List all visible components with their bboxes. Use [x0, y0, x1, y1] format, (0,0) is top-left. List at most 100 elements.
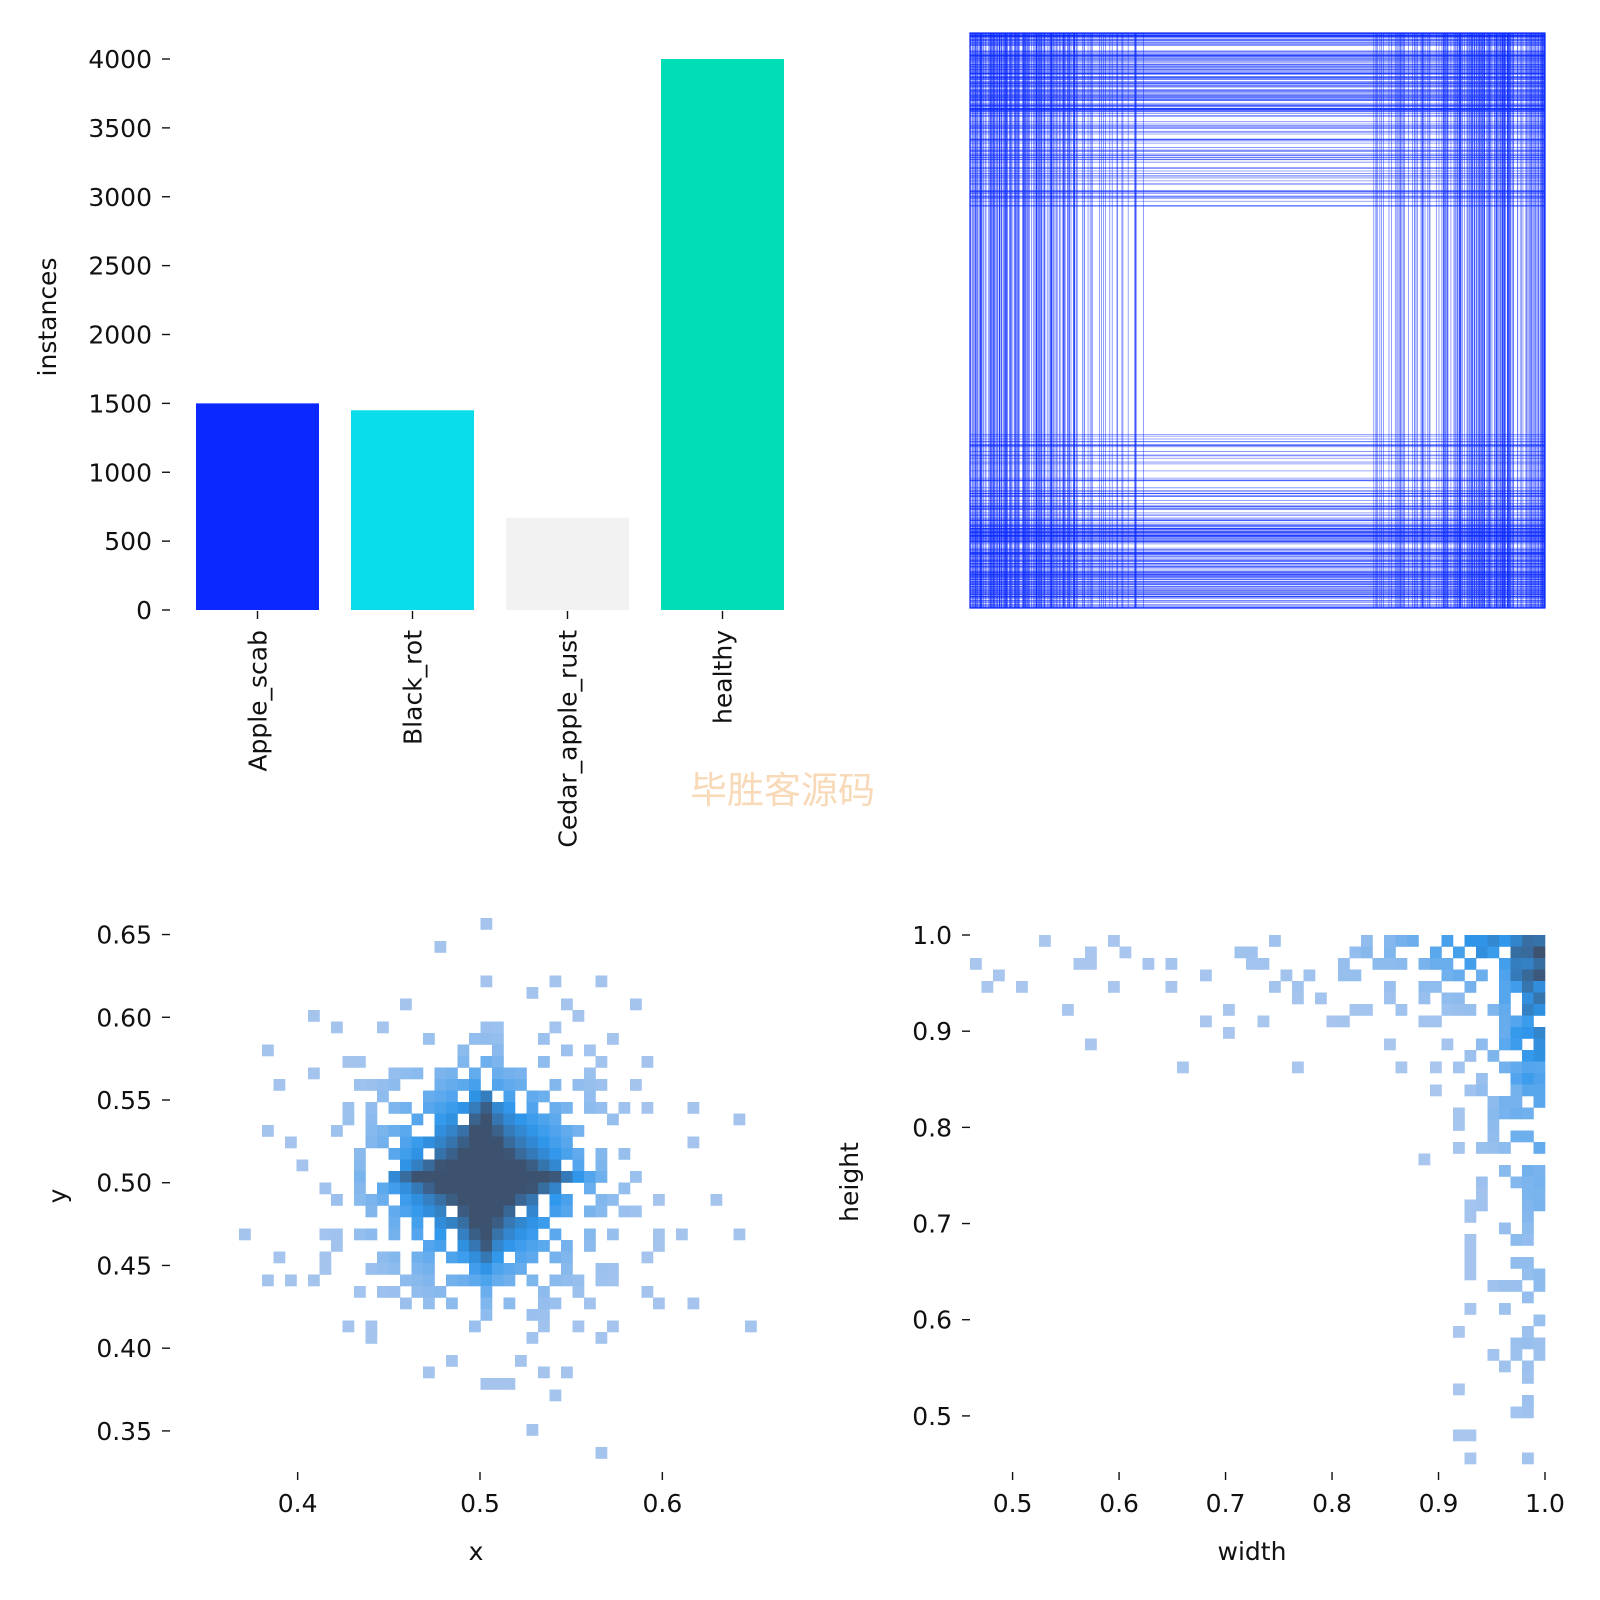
- heatmap-cell: [492, 1205, 504, 1218]
- heatmap-cell: [1257, 958, 1270, 970]
- heatmap-cell: [584, 1205, 596, 1218]
- heatmap-cell: [400, 1125, 412, 1137]
- heatmap-cell: [549, 1102, 562, 1114]
- heatmap-cell: [388, 1286, 401, 1298]
- heatmap-cell: [1487, 1096, 1500, 1108]
- heatmap-cell: [1464, 1050, 1477, 1062]
- heatmap-cell: [434, 1240, 447, 1252]
- heatmap-cell: [388, 1102, 401, 1114]
- xy-heatmap: 0.4 0.5 0.6 0.35 0.40 0.45 0.50 0.55 0.60 0.65 x…: [43, 918, 757, 1566]
- heatmap-cell: [526, 1309, 539, 1321]
- heatmap-cell: [503, 1297, 516, 1310]
- heatmap-cell: [538, 1113, 550, 1126]
- heatmap-cell: [423, 1090, 435, 1103]
- heatmap-cell: [388, 1079, 401, 1091]
- wh-y-axis-label: height: [835, 1142, 864, 1222]
- heatmap-cell: [549, 1136, 562, 1149]
- heatmap-cell: [515, 1263, 527, 1275]
- heatmap-cell: [1269, 935, 1281, 947]
- heatmap-cell: [1418, 1153, 1431, 1166]
- heatmap-cell: [503, 1378, 516, 1390]
- heatmap-cell: [1361, 1004, 1373, 1016]
- heatmap-cell: [388, 1251, 401, 1264]
- heatmap-cell: [1464, 1211, 1477, 1223]
- heatmap-cell: [411, 1205, 424, 1218]
- heatmap-cell: [584, 1079, 596, 1091]
- heatmap-cell: [1487, 1119, 1500, 1131]
- heatmap-cell: [1533, 1050, 1546, 1062]
- heatmap-cell: [584, 1044, 596, 1057]
- heatmap-cell: [1430, 958, 1442, 970]
- heatmap-cell: [434, 1079, 447, 1091]
- heatmap-cell: [492, 1228, 504, 1241]
- heatmap-cell: [239, 1228, 251, 1241]
- heatmap-cell: [653, 1194, 665, 1206]
- heatmap-cell: [538, 1159, 550, 1172]
- heatmap-cell: [687, 1102, 700, 1114]
- heatmap-cell: [354, 1182, 366, 1195]
- wh-x-axis-label: width: [1218, 1537, 1287, 1566]
- heatmap-cell: [492, 1021, 504, 1034]
- heatmap-cell: [503, 1113, 516, 1126]
- heatmap-cell: [561, 998, 573, 1011]
- heatmap-cell: [446, 1125, 458, 1137]
- heatmap-cell: [1487, 1107, 1500, 1120]
- heatmap-cell: [1499, 1303, 1511, 1315]
- heatmap-cell: [446, 1217, 458, 1229]
- heatmap-cell: [561, 1274, 573, 1287]
- heatmap-cell: [503, 1090, 516, 1103]
- heatmap-cell: [423, 1286, 435, 1298]
- heatmap-cell: [423, 1136, 435, 1149]
- heatmap-cell: [538, 1033, 550, 1045]
- heatmap-cell: [1430, 1084, 1442, 1097]
- heatmap-cell: [561, 1263, 573, 1275]
- heatmap-cell: [342, 1320, 355, 1333]
- heatmap-cell: [503, 1194, 516, 1206]
- bar-y-tick-label: 2500: [88, 252, 152, 281]
- heatmap-cell: [687, 1136, 700, 1149]
- heatmap-cell: [676, 1228, 688, 1241]
- heatmap-cell: [595, 1056, 608, 1068]
- heatmap-cell: [572, 1079, 585, 1091]
- x-tick-label: 0.6: [1099, 1489, 1139, 1518]
- heatmap-cell: [561, 1366, 573, 1379]
- heatmap-cell: [607, 1033, 619, 1045]
- heatmap-cell: [1522, 1222, 1534, 1235]
- heatmap-cell: [1085, 1038, 1097, 1051]
- heatmap-cell: [354, 1171, 366, 1183]
- heatmap-cell: [1476, 1038, 1488, 1051]
- heatmap-cell: [457, 1148, 470, 1160]
- heatmap-cell: [1522, 958, 1534, 970]
- heatmap-cell: [1361, 935, 1373, 947]
- heatmap-cell: [515, 1148, 527, 1160]
- heatmap-cell: [1510, 1349, 1523, 1361]
- heatmap-cell: [331, 1228, 343, 1241]
- heatmap-cell: [342, 1056, 355, 1068]
- heatmap-cell: [549, 1228, 562, 1241]
- heatmap-cell: [1522, 1211, 1534, 1223]
- heatmap-cell: [526, 1125, 539, 1137]
- heatmap-cell: [388, 1148, 401, 1160]
- heatmap-cell: [1453, 1383, 1465, 1396]
- bar-y-tick-label: 0: [136, 596, 152, 625]
- heatmap-cell: [423, 1263, 435, 1275]
- heatmap-cell: [538, 1182, 550, 1195]
- heatmap-cell: [354, 1194, 366, 1206]
- heatmap-cell: [1476, 1084, 1488, 1097]
- heatmap-cell: [526, 1090, 539, 1103]
- heatmap-cell: [388, 1125, 401, 1137]
- heatmap-cell: [1499, 1038, 1511, 1051]
- heatmap-cell: [400, 998, 412, 1011]
- heatmap-cell: [423, 1033, 435, 1045]
- heatmap-cell: [745, 1320, 757, 1333]
- heatmap-cell: [365, 1320, 378, 1333]
- heatmap-cell: [1453, 1142, 1465, 1154]
- heatmap-cell: [993, 969, 1005, 982]
- heatmap-cell: [480, 1297, 493, 1310]
- heatmap-cell: [400, 1136, 412, 1149]
- heatmap-cell: [526, 1148, 539, 1160]
- heatmap-cell: [1522, 1372, 1534, 1384]
- heatmap-cell: [561, 1171, 573, 1183]
- heatmap-cell: [515, 1171, 527, 1183]
- heatmap-cell: [469, 1033, 481, 1045]
